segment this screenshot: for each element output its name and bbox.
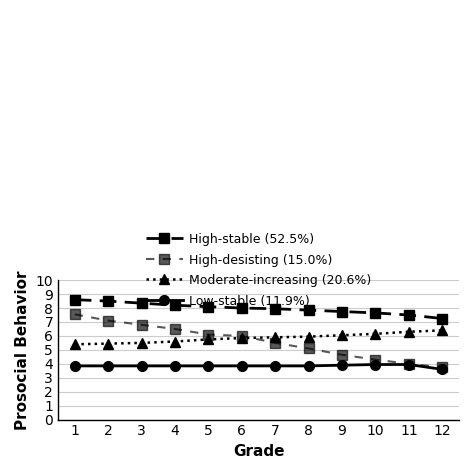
Y-axis label: Prosocial Behavior: Prosocial Behavior [15, 270, 30, 429]
Moderate-increasing (20.6%) [439, 328, 445, 333]
High-stable (52.5%) [273, 306, 278, 311]
Moderate-increasing (20.6%) [206, 337, 211, 342]
Low-stable (11.9%) [206, 363, 211, 369]
Low-stable (11.9%) [406, 362, 412, 367]
Legend: High-stable (52.5%), High-desisting (15.0%), Moderate-increasing (20.6%), Low-st: High-stable (52.5%), High-desisting (15.… [146, 233, 372, 308]
High-stable (52.5%) [306, 307, 311, 313]
High-desisting (15.0%) [172, 326, 178, 332]
High-stable (52.5%) [339, 309, 345, 314]
High-desisting (15.0%) [406, 361, 412, 367]
Moderate-increasing (20.6%) [406, 329, 412, 335]
Moderate-increasing (20.6%) [373, 331, 378, 337]
Moderate-increasing (20.6%) [239, 335, 245, 341]
Low-stable (11.9%) [139, 363, 145, 369]
Moderate-increasing (20.6%) [172, 338, 178, 344]
High-stable (52.5%) [172, 302, 178, 308]
Line: Low-stable (11.9%): Low-stable (11.9%) [70, 360, 447, 374]
High-desisting (15.0%) [339, 352, 345, 357]
Low-stable (11.9%) [172, 363, 178, 369]
High-stable (52.5%) [439, 316, 445, 321]
High-stable (52.5%) [139, 301, 145, 306]
Low-stable (11.9%) [306, 363, 311, 369]
Low-stable (11.9%) [373, 362, 378, 367]
High-desisting (15.0%) [105, 318, 111, 323]
Low-stable (11.9%) [439, 366, 445, 372]
Low-stable (11.9%) [105, 363, 111, 369]
Low-stable (11.9%) [239, 363, 245, 369]
High-desisting (15.0%) [439, 365, 445, 370]
Line: High-stable (52.5%): High-stable (52.5%) [70, 295, 447, 323]
Low-stable (11.9%) [72, 363, 78, 369]
High-desisting (15.0%) [206, 332, 211, 337]
Line: Moderate-increasing (20.6%): Moderate-increasing (20.6%) [70, 326, 447, 349]
X-axis label: Grade: Grade [233, 444, 284, 459]
High-stable (52.5%) [406, 312, 412, 318]
High-stable (52.5%) [72, 297, 78, 302]
Low-stable (11.9%) [339, 362, 345, 368]
Low-stable (11.9%) [273, 363, 278, 369]
High-desisting (15.0%) [72, 311, 78, 317]
High-stable (52.5%) [239, 305, 245, 311]
Moderate-increasing (20.6%) [273, 335, 278, 340]
High-desisting (15.0%) [139, 322, 145, 328]
Moderate-increasing (20.6%) [105, 341, 111, 346]
High-desisting (15.0%) [273, 340, 278, 346]
High-stable (52.5%) [105, 298, 111, 304]
High-desisting (15.0%) [373, 357, 378, 363]
High-stable (52.5%) [373, 310, 378, 316]
High-stable (52.5%) [206, 304, 211, 310]
Moderate-increasing (20.6%) [306, 334, 311, 339]
Moderate-increasing (20.6%) [339, 332, 345, 338]
High-desisting (15.0%) [306, 346, 311, 351]
Line: High-desisting (15.0%): High-desisting (15.0%) [70, 310, 447, 372]
Moderate-increasing (20.6%) [72, 341, 78, 347]
Moderate-increasing (20.6%) [139, 340, 145, 346]
High-desisting (15.0%) [239, 333, 245, 339]
